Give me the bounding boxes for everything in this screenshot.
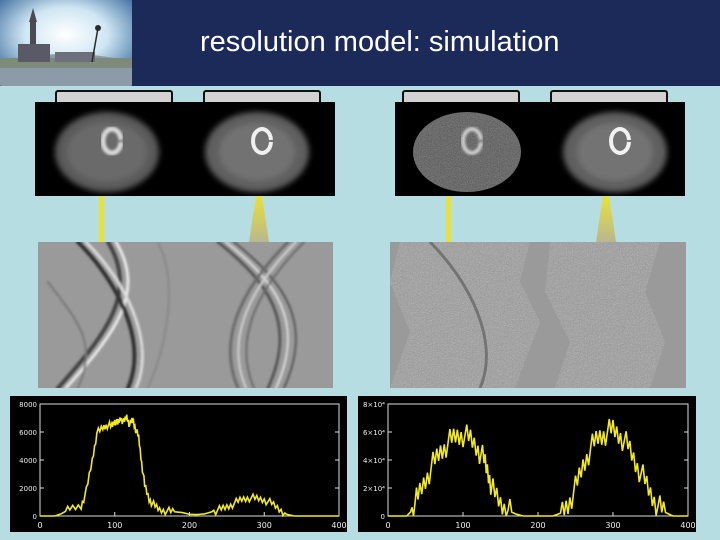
reconstruction-image: [185, 102, 335, 196]
header-bar: resolution model: simulation: [0, 0, 720, 86]
sinogram-image: [390, 240, 686, 389]
x-tick-label: 300: [257, 521, 272, 530]
profile-plot-2-svg: 0 100 200 300 400 0 2×10⁴ 4×10⁴ 6×10⁴ 8×10⁴: [363, 401, 696, 530]
y-tick-label: 8000: [19, 401, 37, 409]
x-tick-label: 400: [680, 521, 695, 530]
profile-line: [40, 414, 339, 518]
profile-line: [388, 418, 688, 517]
profile-plot-2: 0 100 200 300 400 0 2×10⁴ 4×10⁴ 6×10⁴ 8×10⁴: [358, 396, 696, 532]
slide-title: resolution model: simulation: [200, 26, 560, 58]
x-tick-label: 400: [331, 521, 346, 530]
y-tick-label: 2000: [19, 485, 37, 493]
connector-wedge: [249, 196, 269, 242]
y-tick-label: 6×10⁴: [363, 429, 385, 437]
reconstruction-image: [545, 102, 685, 196]
reconstruction-image: [395, 102, 545, 196]
connector-wedge: [596, 196, 616, 242]
sinogram-image: [38, 240, 333, 390]
y-tick-label: 6000: [19, 429, 37, 437]
y-tick-label: 4×10⁴: [363, 457, 385, 465]
x-tick-label: 100: [455, 521, 470, 530]
x-tick-label: 200: [182, 521, 197, 530]
x-tick-label: 200: [530, 521, 545, 530]
connector-line: [99, 196, 104, 242]
x-tick-label: 0: [385, 521, 390, 530]
y-tick-label: 2×10⁴: [363, 485, 385, 493]
y-tick-label: 8×10⁴: [363, 401, 385, 409]
x-tick-label: 300: [605, 521, 620, 530]
x-tick-label: 0: [37, 521, 42, 530]
y-tick-label: 4000: [19, 457, 37, 465]
reconstruction-image: [35, 102, 185, 196]
connector-line: [446, 196, 451, 242]
profile-plot-1: 0 100 200 300 400 0 2000 4000 6000 8000: [10, 396, 347, 532]
x-tick-label: 100: [107, 521, 122, 530]
y-tick-label: 0: [381, 513, 385, 521]
y-tick-label: 0: [33, 513, 37, 521]
plot-frame: [387, 403, 689, 517]
campus-photo-logo: [0, 0, 132, 86]
